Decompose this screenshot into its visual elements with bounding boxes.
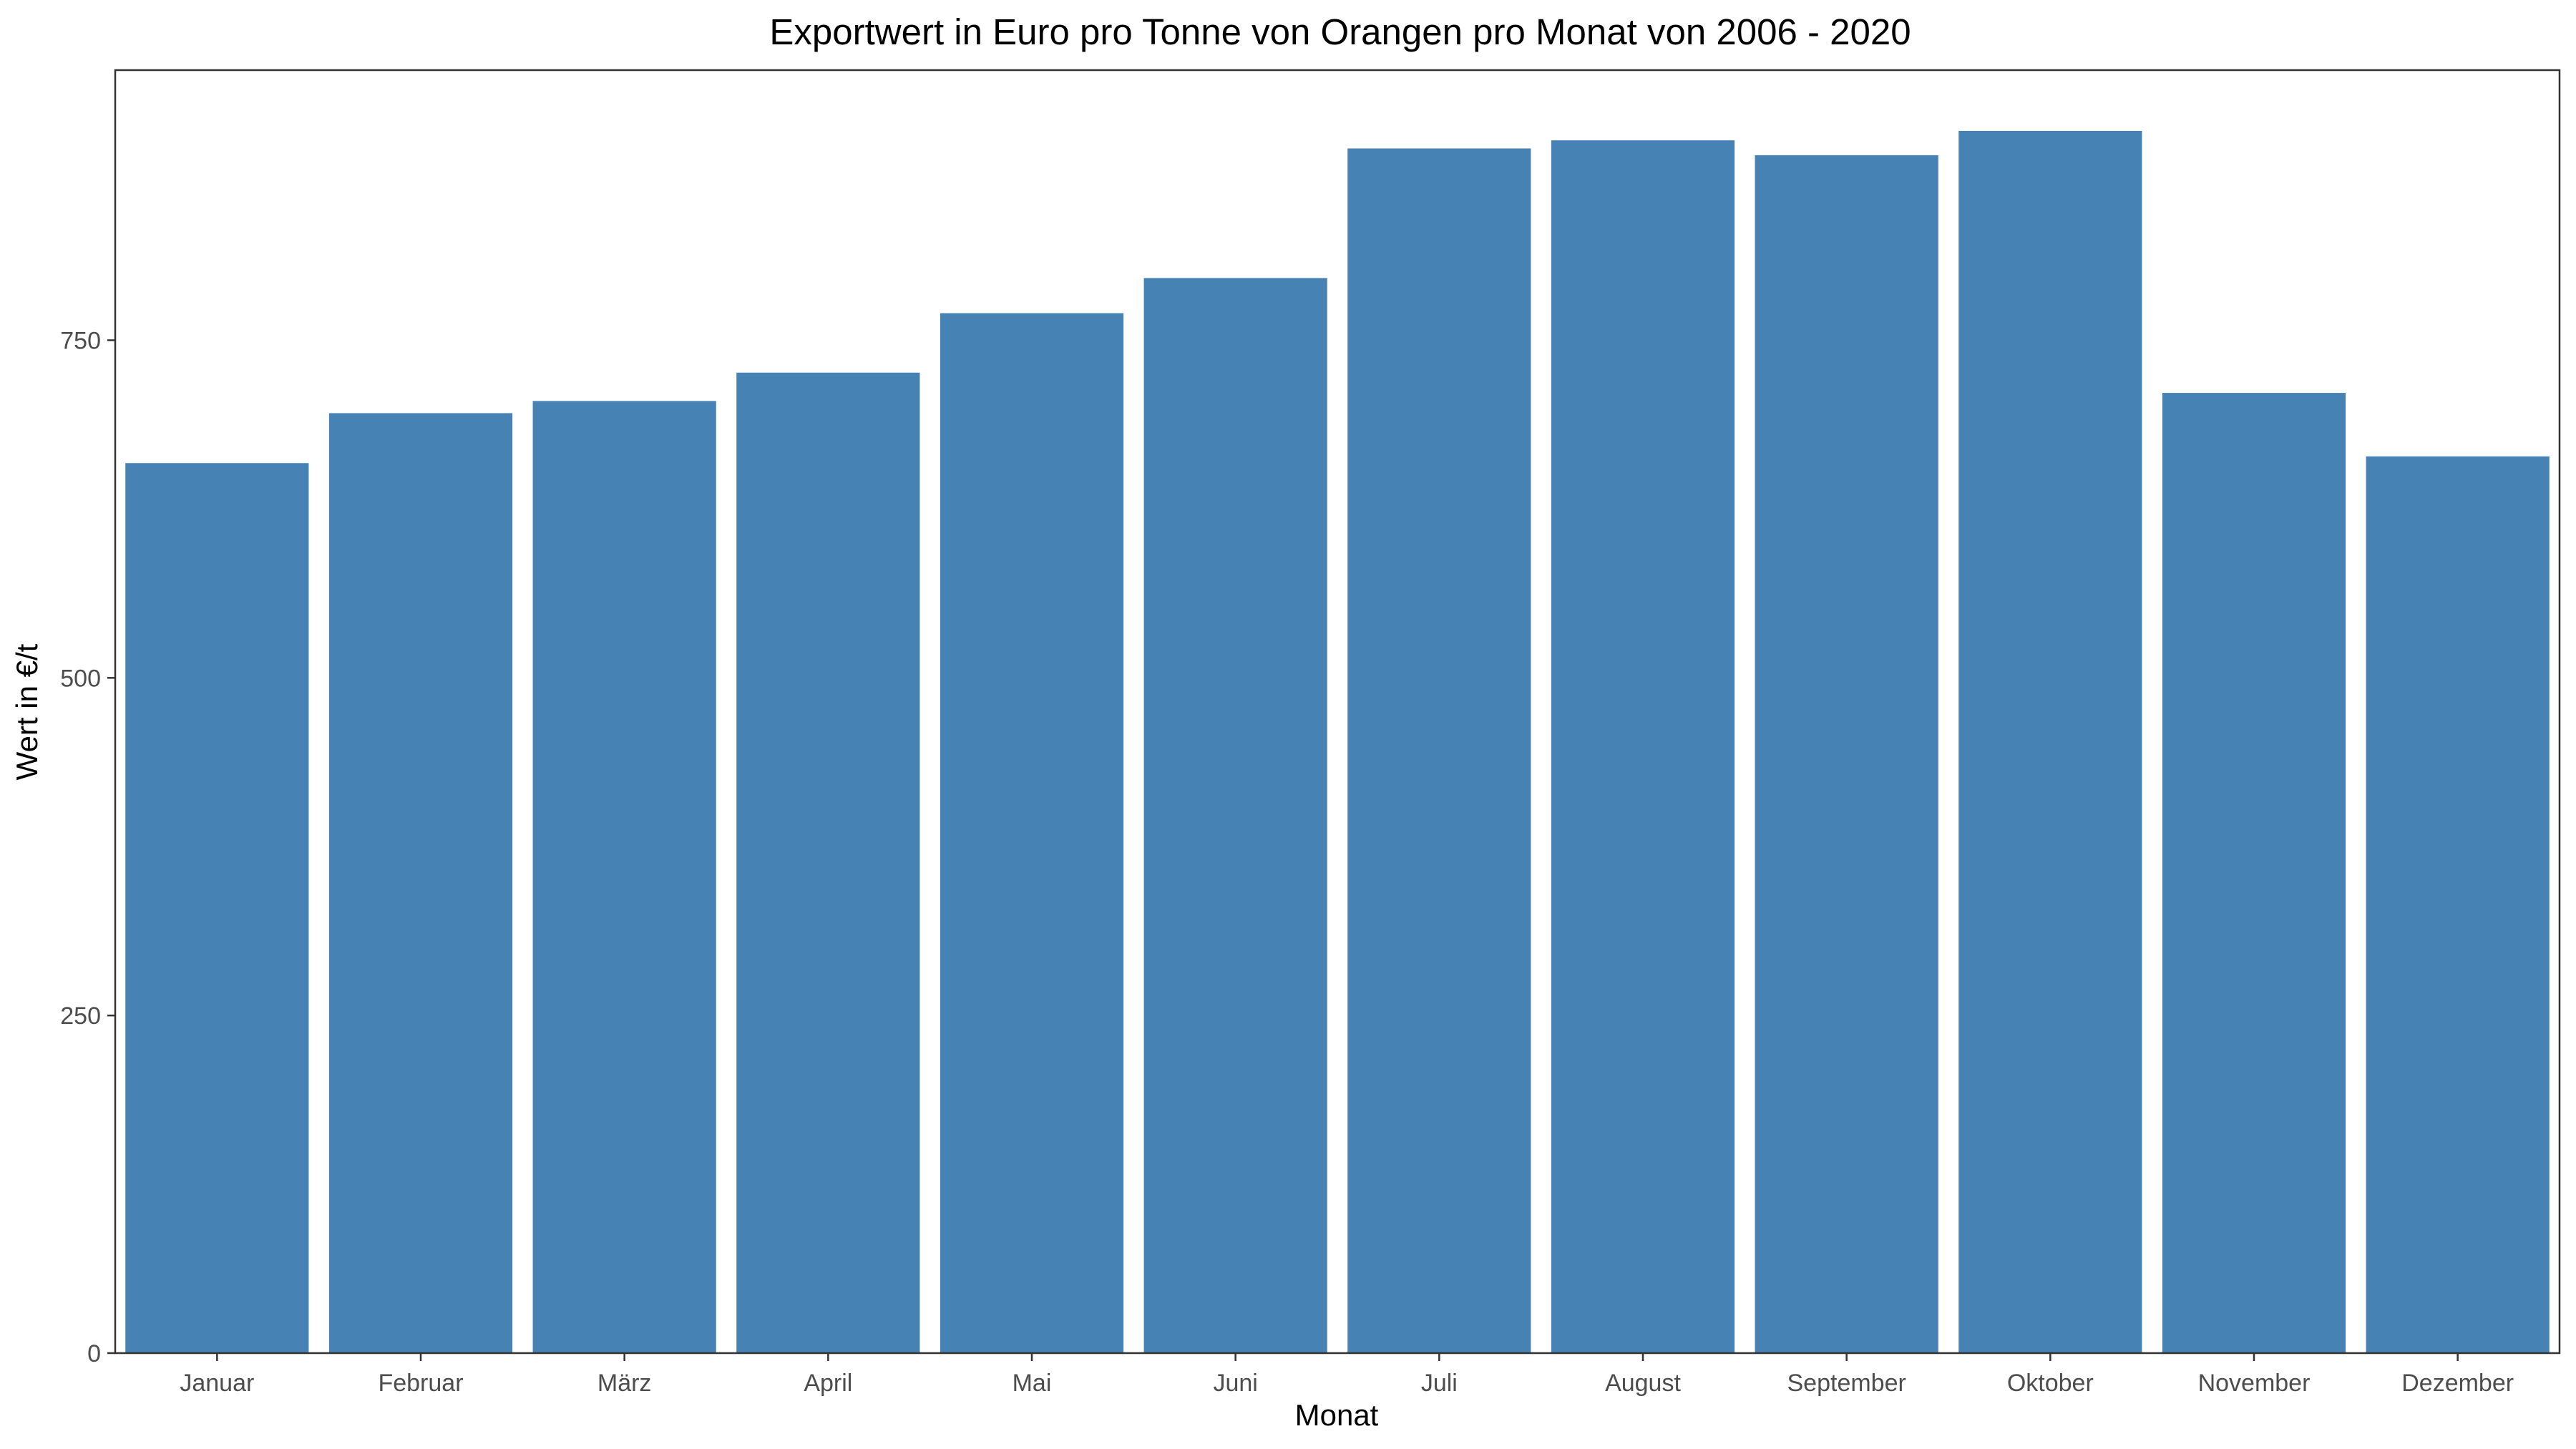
x-tick-label: Oktober [2007, 1370, 2094, 1397]
bar-februar [328, 413, 513, 1353]
y-tick-label: 0 [87, 1340, 101, 1367]
x-tick-label: Juli [1421, 1370, 1458, 1397]
x-tick-label: Dezember [2401, 1370, 2514, 1397]
x-tick-label: September [1787, 1370, 1906, 1397]
bar-juni [1143, 278, 1327, 1353]
bar-juli [1347, 148, 1531, 1353]
chart-title: Exportwert in Euro pro Tonne von Orangen… [769, 11, 1911, 52]
bar-april [736, 372, 920, 1353]
plot-panel-border [114, 69, 2561, 1355]
bar-november [2162, 393, 2346, 1353]
x-tick-label: Mai [1013, 1370, 1052, 1397]
x-tick-label: Januar [180, 1370, 254, 1397]
y-tick-label: 750 [60, 327, 101, 354]
y-tick-label: 250 [60, 1002, 101, 1030]
x-tick-label: Juni [1213, 1370, 1257, 1397]
y-axis: 0 250 500 750 [60, 327, 115, 1367]
bar-oktober [1958, 130, 2142, 1353]
bar-august [1551, 140, 1735, 1353]
y-tick-label: 500 [60, 665, 101, 692]
bar-mai [940, 313, 1124, 1353]
x-tick-label: November [2198, 1370, 2311, 1397]
bar-dezember [2366, 456, 2550, 1353]
x-tick-label: April [804, 1370, 852, 1397]
x-tick-label: Februar [378, 1370, 463, 1397]
bars-group [125, 130, 2550, 1354]
bar-januar [125, 463, 309, 1354]
bar-september [1755, 155, 1938, 1354]
x-tick-label: März [597, 1370, 652, 1397]
y-axis-title: Wert in €/t [10, 643, 44, 780]
x-tick-label: August [1605, 1370, 1681, 1397]
bar-märz [532, 401, 716, 1353]
x-axis: Januar Februar März April Mai Juni Juli August S… [180, 1353, 2514, 1397]
x-axis-title: Monat [1295, 1398, 1379, 1432]
